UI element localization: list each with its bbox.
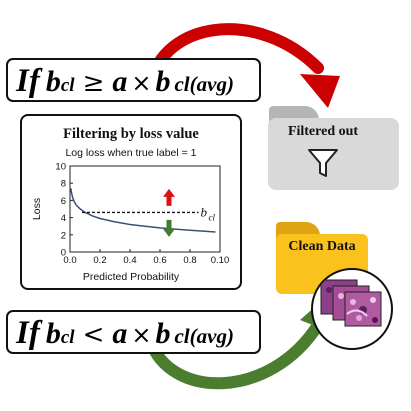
condition-b: b bbox=[45, 317, 61, 350]
loss-curve bbox=[70, 188, 216, 233]
y-tick-label: 4 bbox=[61, 213, 66, 224]
x-tick-label: 0.10 bbox=[211, 255, 230, 266]
condition-cl-avg-sub: cl(avg) bbox=[174, 324, 234, 348]
clean-arrow bbox=[144, 319, 324, 390]
condition-operator: < bbox=[82, 320, 105, 350]
x-tick-label: 0.8 bbox=[183, 255, 196, 266]
y-tick-label: 6 bbox=[61, 196, 66, 207]
chart-title: Filtering by loss value bbox=[63, 126, 199, 142]
down-arrow-icon bbox=[163, 219, 175, 237]
y-tick-label: 8 bbox=[61, 179, 66, 190]
y-tick-label: 2 bbox=[61, 230, 66, 241]
condition-if: If bbox=[16, 63, 40, 99]
x-tick-label: 0.4 bbox=[123, 255, 136, 266]
loss-chart-panel: Filtering by loss value Log loss when tru… bbox=[20, 114, 242, 290]
condition-a: a bbox=[112, 65, 128, 98]
filtered-out-label: Filtered out bbox=[287, 124, 359, 139]
condition-a: a bbox=[112, 317, 128, 350]
condition-times: × bbox=[131, 69, 152, 97]
filter-condition-box: If b cl ≥ a × b cl(avg) bbox=[6, 58, 261, 102]
chart-subtitle: Log loss when true label = 1 bbox=[65, 147, 196, 159]
y-axis-label: Loss bbox=[31, 198, 43, 220]
condition-operator: ≥ bbox=[82, 68, 105, 98]
keep-condition-box: If b cl < a × b cl(avg) bbox=[6, 310, 261, 354]
funnel-icon bbox=[308, 149, 338, 177]
y-tick-label: 10 bbox=[55, 162, 66, 173]
x-tick-label: 0.0 bbox=[63, 255, 76, 266]
condition-cl-sub: cl bbox=[60, 327, 75, 348]
x-tick-label: 0.6 bbox=[153, 255, 166, 266]
condition-cl-sub: cl bbox=[60, 75, 75, 96]
threshold-label-sub: cl bbox=[209, 212, 216, 222]
condition-b: b bbox=[45, 65, 61, 98]
up-arrow-icon bbox=[163, 188, 175, 206]
clean-data-circle bbox=[311, 268, 393, 350]
clean-data-label: Clean Data bbox=[288, 239, 356, 254]
condition-b-avg: b bbox=[155, 317, 171, 350]
loss-chart: Filtering by loss value Log loss when tru… bbox=[31, 126, 230, 283]
x-axis-label: Predicted Probability bbox=[83, 271, 180, 283]
y-tick-label: 0 bbox=[61, 248, 66, 259]
condition-b-avg: b bbox=[155, 65, 171, 98]
condition-times: × bbox=[131, 321, 152, 349]
histology-thumbnails-icon bbox=[320, 279, 382, 327]
x-tick-label: 0.2 bbox=[93, 255, 106, 266]
plot-frame bbox=[69, 165, 221, 253]
condition-cl-avg-sub: cl(avg) bbox=[174, 72, 234, 96]
condition-if: If bbox=[16, 315, 40, 351]
filtered-arrowhead bbox=[300, 74, 340, 108]
threshold-label: b bbox=[201, 204, 208, 219]
